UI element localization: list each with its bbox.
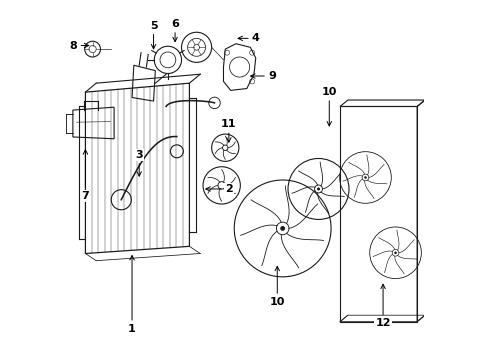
Text: 5: 5 <box>150 21 157 49</box>
Text: 2: 2 <box>206 184 233 194</box>
Text: 11: 11 <box>221 120 237 142</box>
Text: 10: 10 <box>321 87 337 126</box>
Text: 6: 6 <box>171 19 179 42</box>
Circle shape <box>394 252 397 254</box>
Text: 10: 10 <box>270 266 285 307</box>
Text: 1: 1 <box>128 256 136 334</box>
Text: 7: 7 <box>81 150 89 201</box>
Text: 12: 12 <box>375 284 391 328</box>
Text: 3: 3 <box>135 150 143 176</box>
Text: 4: 4 <box>238 33 260 43</box>
Circle shape <box>317 188 320 190</box>
Circle shape <box>364 176 367 179</box>
Circle shape <box>280 226 285 231</box>
Text: 8: 8 <box>70 41 89 50</box>
Text: 9: 9 <box>251 71 276 81</box>
